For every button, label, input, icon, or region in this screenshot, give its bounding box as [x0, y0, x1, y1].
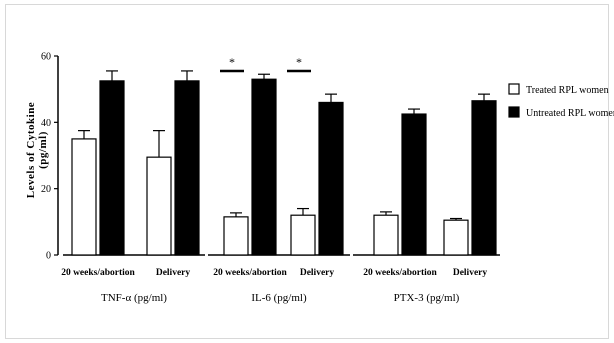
y-tick-label: 20: [41, 184, 51, 195]
bar: [443, 219, 469, 256]
bar: [146, 156, 172, 256]
chart-labels: 20 weeks/abortion Delivery TNF-α (pg/ml) 20…: [61, 55, 487, 304]
bar: [471, 100, 497, 256]
legend-label: Untreated RPL women: [526, 108, 614, 119]
significance-star: *: [296, 55, 302, 69]
x-category-label: Delivery: [453, 268, 488, 278]
x-group-label: IL-6 (pg/ml): [251, 292, 307, 304]
x-group-label: PTX-3 (pg/ml): [394, 292, 460, 304]
x-category-label: Delivery: [300, 268, 335, 278]
y-tick-label: 0: [46, 251, 51, 262]
bar: [401, 113, 427, 256]
legend-swatch: [508, 106, 520, 118]
y-axis-label: Levels of Cytokine: [25, 102, 37, 198]
y-tick-label: 40: [41, 118, 51, 129]
bar: [251, 78, 277, 256]
significance-star: *: [229, 55, 235, 69]
bar: [290, 214, 316, 256]
y-tick-label: 60: [41, 52, 51, 63]
bar: [373, 214, 399, 256]
figure-frame: [5, 4, 609, 339]
x-category-label: 20 weeks/abortion: [61, 268, 135, 278]
bar: [174, 80, 200, 256]
legend-label: Treated RPL women: [526, 85, 609, 96]
x-category-label: Delivery: [156, 268, 191, 278]
bar: [223, 216, 249, 256]
bar: [318, 101, 344, 256]
bar: [99, 80, 125, 256]
bar: [71, 138, 97, 256]
x-category-label: 20 weeks/abortion: [213, 268, 287, 278]
chart-legend: Treated RPL women Untreated RPL women: [508, 83, 614, 119]
x-group-label: TNF-α (pg/ml): [101, 292, 167, 304]
chart-bars: [71, 70, 497, 256]
legend-swatch: [508, 83, 520, 95]
y-axis-label-unit: (pg/ml): [37, 131, 49, 169]
x-category-label: 20 weeks/abortion: [363, 268, 437, 278]
